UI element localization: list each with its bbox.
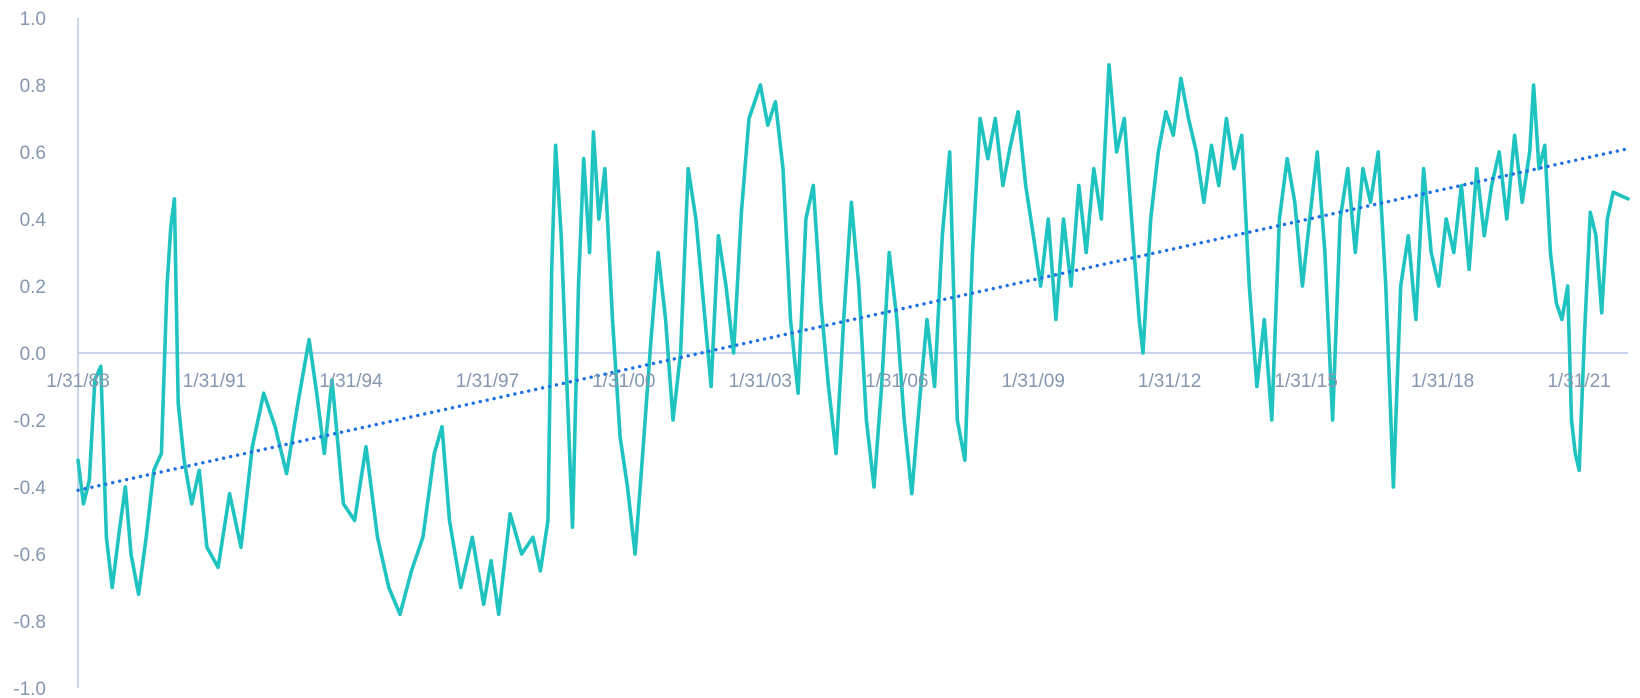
- x-tick-label: 1/31/12: [1138, 371, 1201, 392]
- x-tick-label: 1/31/18: [1411, 371, 1474, 392]
- x-tick-label: 1/31/00: [592, 371, 655, 392]
- trendline: [76, 147, 1630, 492]
- y-tick-label: 0.2: [20, 277, 46, 298]
- x-tick-label: 1/31/91: [183, 371, 246, 392]
- y-tick-label: -0.2: [13, 411, 46, 432]
- x-tick-label: 1/31/88: [46, 371, 109, 392]
- y-tick-label: 1.0: [20, 9, 46, 30]
- x-tick-label: 1/31/03: [729, 371, 792, 392]
- x-tick-label: 1/31/09: [1002, 371, 1065, 392]
- y-tick-label: 0.8: [20, 76, 46, 97]
- y-tick-labels: 1.0 0.8 0.6 0.4 0.2 0.0 -0.2 -0.4 -0.6 -0.8 -1.0: [13, 9, 46, 698]
- x-tick-labels: 1/31/88 1/31/91 1/31/94 1/31/97 1/31/00 1/31/…: [46, 371, 1610, 392]
- y-tick-label: 0.4: [20, 210, 47, 231]
- y-tick-label: 0.6: [20, 143, 46, 164]
- x-tick-label: 1/31/15: [1274, 371, 1337, 392]
- y-tick-label: -0.8: [13, 612, 46, 633]
- y-tick-label: -1.0: [13, 679, 46, 698]
- x-tick-label: 1/31/06: [865, 371, 928, 392]
- x-tick-label: 1/31/94: [319, 371, 383, 392]
- x-tick-label: 1/31/97: [456, 371, 519, 392]
- x-tick-label: 1/31/21: [1547, 371, 1610, 392]
- y-tick-label: -0.4: [13, 478, 46, 499]
- series-layer: [76, 63, 1630, 617]
- correlation-series-line: [76, 63, 1630, 617]
- y-tick-label: 0.0: [20, 344, 46, 365]
- y-tick-label: -0.6: [13, 545, 46, 566]
